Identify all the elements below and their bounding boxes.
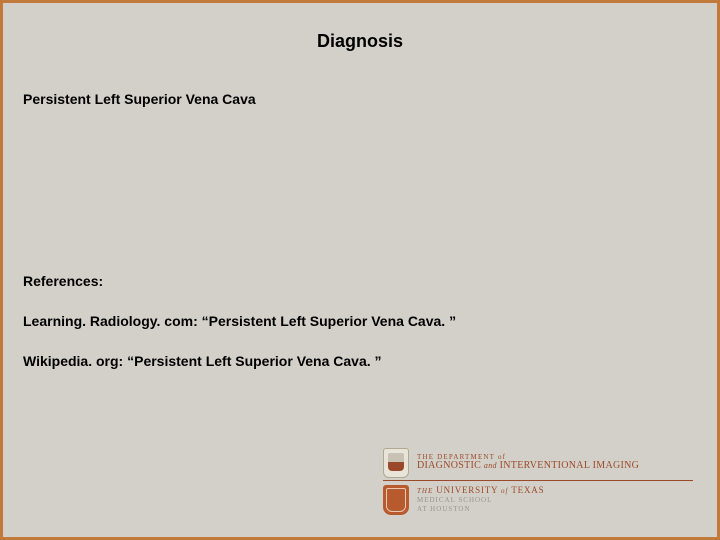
institution-logo: THE DEPARTMENT of DIAGNOSTIC and INTERVE… [383, 448, 693, 515]
reference-item: Learning. Radiology. com: “Persistent Le… [23, 313, 456, 329]
uni-word-small: of [501, 487, 508, 495]
uni-word: TEXAS [511, 485, 544, 495]
dept-word: INTERVENTIONAL IMAGING [500, 460, 640, 471]
department-row: THE DEPARTMENT of DIAGNOSTIC and INTERVE… [383, 448, 693, 481]
slide: Diagnosis Persistent Left Superior Vena … [0, 0, 720, 540]
university-sub-line: MEDICAL SCHOOL [417, 496, 544, 504]
references-heading: References: [23, 273, 103, 289]
university-text: THE UNIVERSITY of TEXAS MEDICAL SCHOOL A… [417, 485, 544, 513]
diagnosis-text: Persistent Left Superior Vena Cava [23, 91, 256, 107]
uni-word: UNIVERSITY [436, 485, 498, 495]
department-text: THE DEPARTMENT of DIAGNOSTIC and INTERVE… [417, 454, 639, 472]
reference-item: Wikipedia. org: “Persistent Left Superio… [23, 353, 382, 369]
department-shield-icon [383, 448, 409, 478]
university-row: THE UNIVERSITY of TEXAS MEDICAL SCHOOL A… [383, 485, 693, 515]
university-top-line: THE UNIVERSITY of TEXAS [417, 485, 544, 495]
university-seal-icon [383, 485, 409, 515]
department-main-line: DIAGNOSTIC and INTERVENTIONAL IMAGING [417, 461, 639, 472]
dept-word: DIAGNOSTIC [417, 460, 481, 471]
dept-and: and [484, 461, 497, 470]
slide-title: Diagnosis [3, 3, 717, 52]
uni-word-small: THE [417, 487, 433, 495]
university-sub-line: AT HOUSTON [417, 505, 544, 513]
